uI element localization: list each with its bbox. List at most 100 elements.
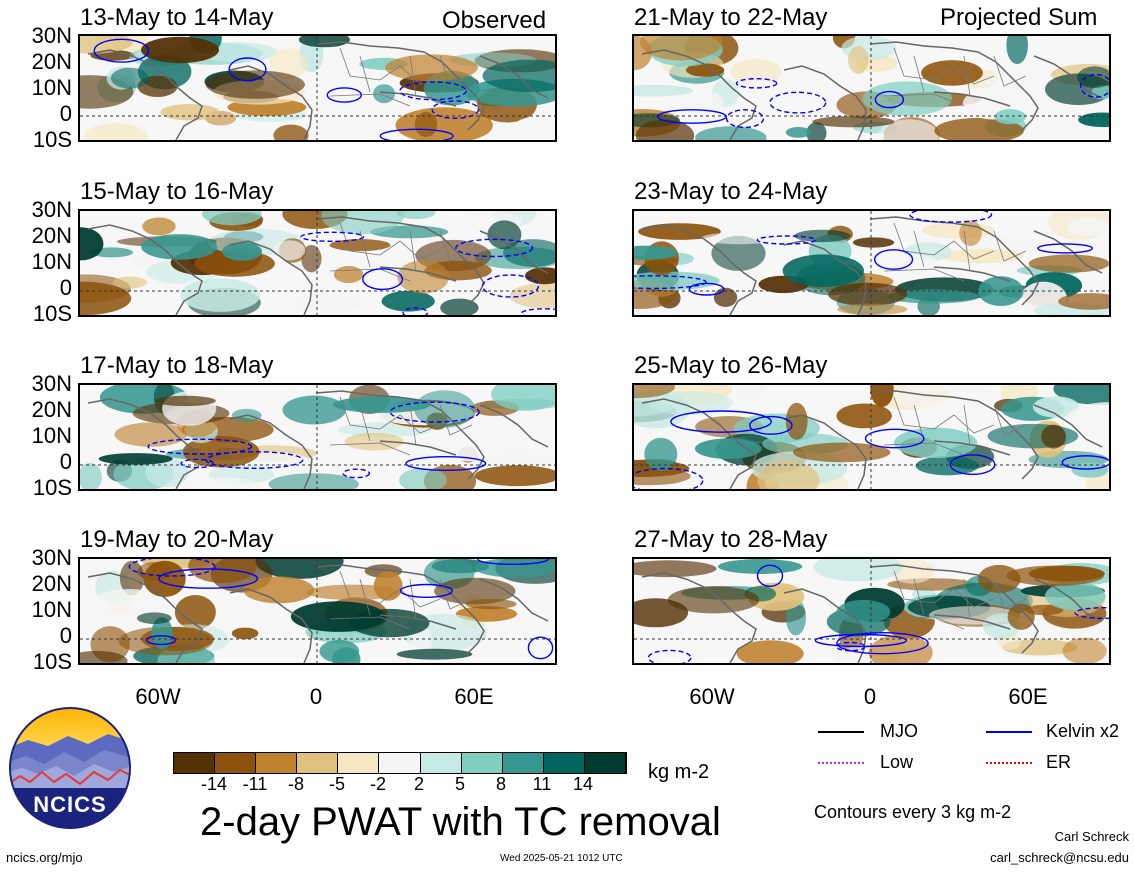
- pwat-anomaly-blob: [836, 599, 891, 624]
- lat-label: 0: [59, 449, 72, 474]
- pwat-anomaly-blob: [1066, 217, 1109, 237]
- kelvin-contour: [656, 109, 727, 124]
- pwat-anomaly-blob: [141, 234, 218, 260]
- map-panel: [632, 34, 1111, 142]
- pwat-anomaly-blob: [634, 390, 690, 429]
- coastline: [87, 390, 549, 489]
- logo-icon: [9, 707, 131, 829]
- lat-label: 10S: [32, 475, 72, 500]
- panel-title: 13-May to 14-May: [80, 4, 274, 31]
- colorbar-tick: -11: [242, 774, 268, 794]
- footer-timestamp: Wed 2025-05-21 1012 UTC: [500, 853, 623, 864]
- lon-label: 0: [309, 684, 323, 709]
- pwat-anomaly-blob: [640, 36, 723, 61]
- pwat-anomaly-blob: [634, 598, 689, 628]
- pwat-anomaly-blob: [422, 427, 517, 462]
- lon-label: 60W: [135, 684, 181, 709]
- pwat-anomaly-blob: [288, 293, 363, 314]
- kelvin-contour: [520, 308, 555, 315]
- map-panel: [632, 557, 1111, 665]
- kelvin-contour: [527, 636, 554, 660]
- kelvin-contour: [749, 415, 793, 435]
- country-borders: [883, 222, 1027, 282]
- lat-label: 10N: [31, 423, 72, 448]
- legend-label: MJO: [880, 721, 918, 741]
- pwat-anomaly-blob: [634, 245, 678, 260]
- lon-label: 60E: [454, 684, 494, 709]
- pwat-anomaly-blob: [893, 427, 978, 459]
- pwat-anomaly-blob: [686, 457, 721, 469]
- pwat-anomaly-blob: [282, 395, 346, 425]
- kelvin-contour: [300, 231, 365, 242]
- colorbar-tick: -14: [200, 774, 227, 794]
- coastline: [87, 41, 549, 140]
- pwat-anomaly-blob: [509, 283, 555, 309]
- pwat-anomaly-blob: [1045, 581, 1106, 611]
- colorbar-swatch: [584, 753, 627, 773]
- pwat-anomaly-blob: [1078, 112, 1109, 128]
- lat-label: 10S: [32, 301, 72, 326]
- pwat-anomaly-blob: [487, 220, 522, 250]
- pwat-anomaly-blob: [635, 119, 695, 140]
- coastline: [641, 216, 1103, 315]
- pwat-anomaly-blob: [1041, 424, 1066, 449]
- pwat-anomaly-blob: [269, 48, 309, 79]
- colorbar-tick: -2: [369, 774, 386, 794]
- pwat-anomaly-blob: [301, 245, 322, 273]
- colorbar: [173, 752, 627, 774]
- lat-label: 20N: [31, 49, 72, 74]
- pwat-anomaly-blob: [202, 211, 262, 226]
- pwat-anomaly-blob: [934, 117, 1024, 140]
- lat-label: 30N: [31, 545, 72, 570]
- pwat-anomaly-blob: [873, 254, 937, 268]
- footer-author: Carl Schreck: [1054, 829, 1129, 844]
- pwat-anomaly-blob: [1071, 462, 1109, 478]
- pwat-anomaly-blob: [634, 385, 676, 399]
- colorbar-swatch: [297, 753, 339, 773]
- legend-line-er: [986, 762, 1032, 764]
- pwat-anomaly-blob: [848, 46, 869, 74]
- pwat-anomaly-blob: [298, 36, 350, 48]
- kelvin-contour: [864, 428, 925, 449]
- kelvin-contour: [836, 631, 929, 655]
- pwat-anomaly-blob: [686, 63, 725, 77]
- pwat-anomaly-blob: [783, 67, 854, 80]
- pwat-anomaly-blob: [785, 402, 808, 440]
- pwat-anomaly-blob: [667, 586, 760, 614]
- pwat-anomaly-blob: [205, 70, 305, 99]
- lat-label: 10S: [32, 127, 72, 152]
- lat-label: 20N: [31, 571, 72, 596]
- pwat-anomaly-blob: [373, 84, 396, 104]
- pwat-anomaly-blob: [399, 468, 448, 489]
- pwat-anomaly-blob: [491, 385, 555, 411]
- kelvin-contour: [405, 455, 487, 471]
- pwat-anomaly-blob: [634, 84, 694, 97]
- kelvin-contour: [93, 38, 150, 63]
- pwat-anomaly-blob: [984, 69, 1040, 91]
- map-panel: [632, 383, 1111, 491]
- colorbar-swatch: [338, 753, 380, 773]
- pwat-anomaly-blob: [396, 211, 436, 220]
- kelvin-contour: [1080, 73, 1109, 98]
- pwat-anomaly-blob: [695, 438, 762, 459]
- panel-title: 15-May to 16-May: [80, 178, 274, 205]
- pwat-anomaly-blob: [80, 36, 133, 54]
- lat-label: 0: [59, 623, 72, 648]
- pwat-anomaly-blob: [836, 403, 892, 429]
- pwat-anomaly-blob: [634, 560, 717, 578]
- pwat-anomaly-blob: [344, 432, 404, 451]
- legend-label: Low: [880, 752, 914, 772]
- pwat-anomaly-blob: [268, 473, 359, 489]
- pwat-anomaly-blob: [1091, 85, 1109, 100]
- pwat-anomaly-blob: [333, 396, 431, 413]
- pwat-anomaly-blob: [142, 217, 176, 236]
- colorbar-swatch: [215, 753, 257, 773]
- pwat-anomaly-blob: [319, 639, 360, 663]
- pwat-anomaly-blob: [1062, 637, 1107, 663]
- pwat-anomaly-blob: [141, 36, 219, 64]
- coastline: [641, 41, 1103, 140]
- panel-title: 21-May to 22-May: [634, 4, 828, 31]
- pwat-anomaly-blob: [178, 477, 259, 489]
- pwat-anomaly-blob: [396, 648, 473, 660]
- kelvin-contour: [634, 275, 707, 290]
